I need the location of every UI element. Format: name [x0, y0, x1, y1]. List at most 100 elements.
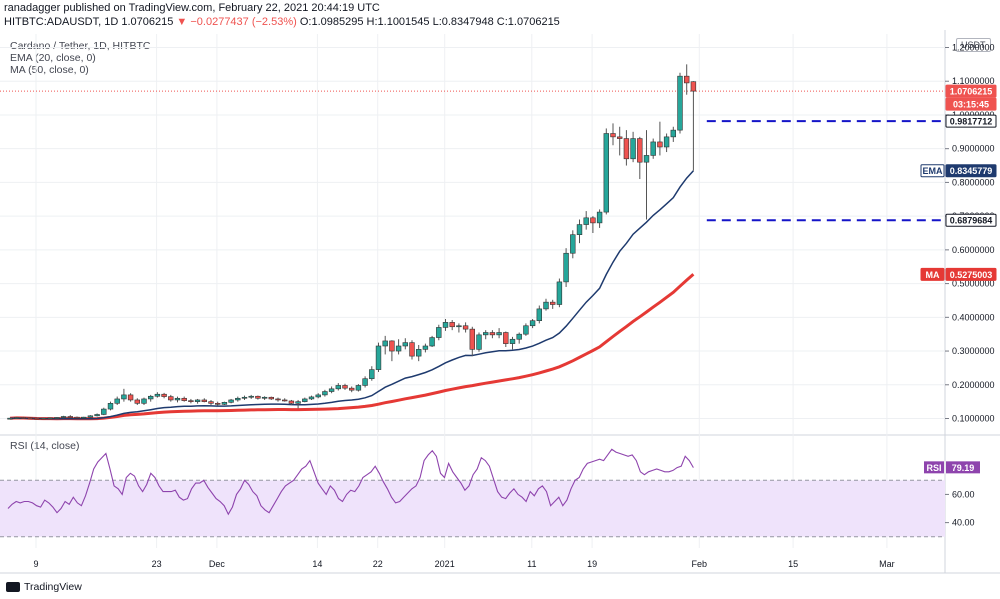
price-change: ▼ −0.0277437 (−2.53%) — [176, 16, 297, 28]
candle-body — [523, 325, 529, 335]
candle-body — [529, 320, 536, 327]
candle-body — [255, 395, 261, 399]
candle-body — [422, 345, 429, 350]
candle-body — [275, 398, 281, 401]
price-axis-label-text: 1.0706215 — [950, 87, 993, 97]
candle-body — [127, 394, 134, 401]
candle-body — [268, 396, 274, 400]
candle-body — [87, 415, 94, 418]
candle-body — [549, 301, 556, 305]
time-tick-label: Dec — [209, 559, 226, 569]
candle-body — [683, 75, 690, 84]
price-axis-label — [920, 267, 945, 281]
candle-body — [570, 234, 576, 254]
price-tick-label: 0.6000000 — [952, 245, 995, 255]
candle-body — [141, 398, 147, 404]
candle-body — [288, 400, 295, 404]
candle-body — [228, 399, 234, 403]
candle-body — [161, 393, 167, 397]
candle-body — [342, 385, 348, 389]
last-price: 1.0706215 — [121, 16, 174, 28]
candle-body — [402, 342, 408, 347]
candle-body — [235, 397, 241, 401]
candle-body — [663, 136, 670, 148]
candle-body — [208, 401, 214, 404]
candle-body — [348, 387, 355, 391]
price-axis-label — [945, 267, 997, 281]
candle-body — [616, 136, 623, 139]
candle-body — [469, 328, 475, 350]
ma-legend[interactable]: MA (50, close, 0) — [10, 64, 89, 76]
price-tick-label: 1.2000000 — [952, 42, 995, 52]
candle-body — [114, 398, 120, 404]
price-axis-label — [945, 114, 997, 128]
candle-body — [610, 133, 616, 138]
candle-body — [148, 395, 154, 400]
candle-body — [516, 333, 522, 340]
chart-title: Cardano / Tether, 1D, HITBTC — [10, 40, 151, 52]
candle-body — [436, 327, 442, 338]
time-tick-label: 14 — [312, 559, 322, 569]
candle-body — [215, 403, 221, 405]
price-tick-label: 0.2000000 — [952, 380, 995, 390]
candle-body — [590, 217, 596, 224]
rsi-tick-label: 40.00 — [952, 518, 975, 528]
price-axis-label — [945, 97, 997, 111]
price-axis-label-text: 03:15:45 — [953, 100, 989, 110]
currency-label[interactable]: USDT — [956, 38, 991, 52]
price-tick-label: 0.1000000 — [952, 414, 995, 424]
candle-body — [194, 399, 201, 402]
candle-body — [503, 332, 509, 344]
candle-body — [154, 393, 161, 397]
candle-body — [308, 396, 315, 400]
candle-body — [409, 342, 415, 357]
price-axis-label-text: 0.5275003 — [950, 270, 993, 280]
candle-body — [677, 75, 683, 131]
candle-body — [322, 391, 328, 396]
ohlc-header: HITBTC:ADAUSDT, 1D 1.0706215 ▼ −0.027743… — [4, 16, 560, 28]
candle-body — [489, 332, 496, 336]
price-tick-label: 1.1000000 — [952, 76, 995, 86]
candle-body — [315, 394, 321, 398]
rsi-tag — [924, 461, 944, 474]
candle-body — [34, 417, 40, 420]
ema20-line — [10, 170, 694, 420]
candle-body — [456, 325, 462, 328]
candle-body — [134, 399, 140, 404]
candle-body — [20, 417, 27, 419]
candle-body — [690, 81, 697, 92]
candle-body — [181, 397, 187, 401]
rsi-band — [0, 480, 945, 537]
candle-body — [583, 217, 589, 225]
price-tick-label: 0.9000000 — [952, 144, 995, 154]
candle-body — [429, 337, 435, 347]
candle-body — [389, 340, 395, 352]
ema-legend[interactable]: EMA (20, close, 0) — [10, 52, 96, 64]
candle-body — [94, 414, 100, 417]
rsi-legend[interactable]: RSI (14, close) — [10, 440, 80, 452]
candle-body — [623, 138, 630, 160]
candle-body — [482, 332, 489, 336]
time-tick-label: 2021 — [435, 559, 455, 569]
candle-body — [188, 400, 194, 402]
rsi-tick-label: 60.00 — [952, 489, 975, 499]
price-axis-label-text: 0.9817712 — [950, 117, 993, 127]
time-tick-label: 19 — [587, 559, 597, 569]
candle-body — [281, 399, 288, 402]
candle-body — [670, 129, 677, 138]
candle-body — [121, 394, 127, 400]
candle-body — [295, 401, 301, 404]
candle-body — [449, 322, 455, 328]
time-tick-label: Mar — [879, 559, 895, 569]
candle-body — [543, 301, 549, 310]
candle-body — [101, 408, 107, 415]
candle-body — [650, 141, 656, 156]
candle-body — [7, 417, 13, 420]
candle-body — [556, 281, 563, 305]
publisher-line: ranadagger published on TradingView.com,… — [4, 2, 380, 14]
price-tick-label: 0.5000000 — [952, 279, 995, 289]
candle-body — [369, 369, 375, 380]
candle-body — [14, 417, 20, 419]
candle-body — [221, 402, 228, 405]
